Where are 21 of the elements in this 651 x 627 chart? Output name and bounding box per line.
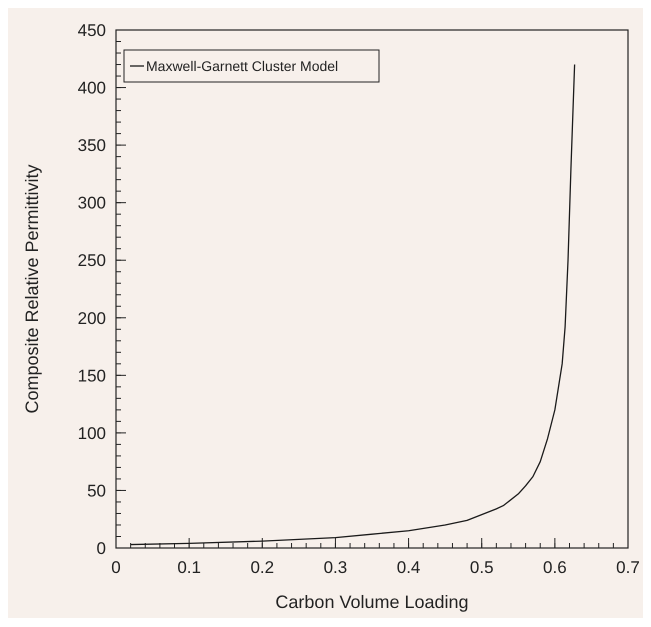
y-tick-label: 400	[78, 78, 106, 98]
x-tick-label: 0.7	[616, 558, 640, 577]
x-tick-label: 0.2	[250, 558, 274, 577]
y-tick-label: 100	[78, 424, 106, 443]
x-tick-label: 0.5	[470, 558, 494, 577]
x-tick-label: 0.3	[324, 558, 348, 577]
x-tick-label: 0.4	[396, 558, 420, 577]
y-tick-label: 0	[96, 539, 106, 558]
y-tick-label: 50	[87, 481, 106, 500]
y-axis-title: Composite Relative Permittivity	[22, 164, 42, 414]
legend-label: Maxwell-Garnett Cluster Model	[146, 58, 338, 74]
y-tick-label: 200	[78, 308, 106, 328]
y-tick-label: 450	[78, 21, 106, 40]
x-tick-label: 0.6	[543, 558, 567, 577]
x-tick-label: 0.1	[177, 558, 201, 577]
y-tick-label: 350	[78, 136, 106, 156]
y-tick-label: 150	[78, 366, 106, 386]
x-axis-title: Carbon Volume Loading	[275, 592, 469, 612]
y-tick-label: 300	[78, 194, 106, 213]
x-tick-label: 0	[111, 558, 121, 577]
y-tick-label: 250	[78, 251, 106, 270]
